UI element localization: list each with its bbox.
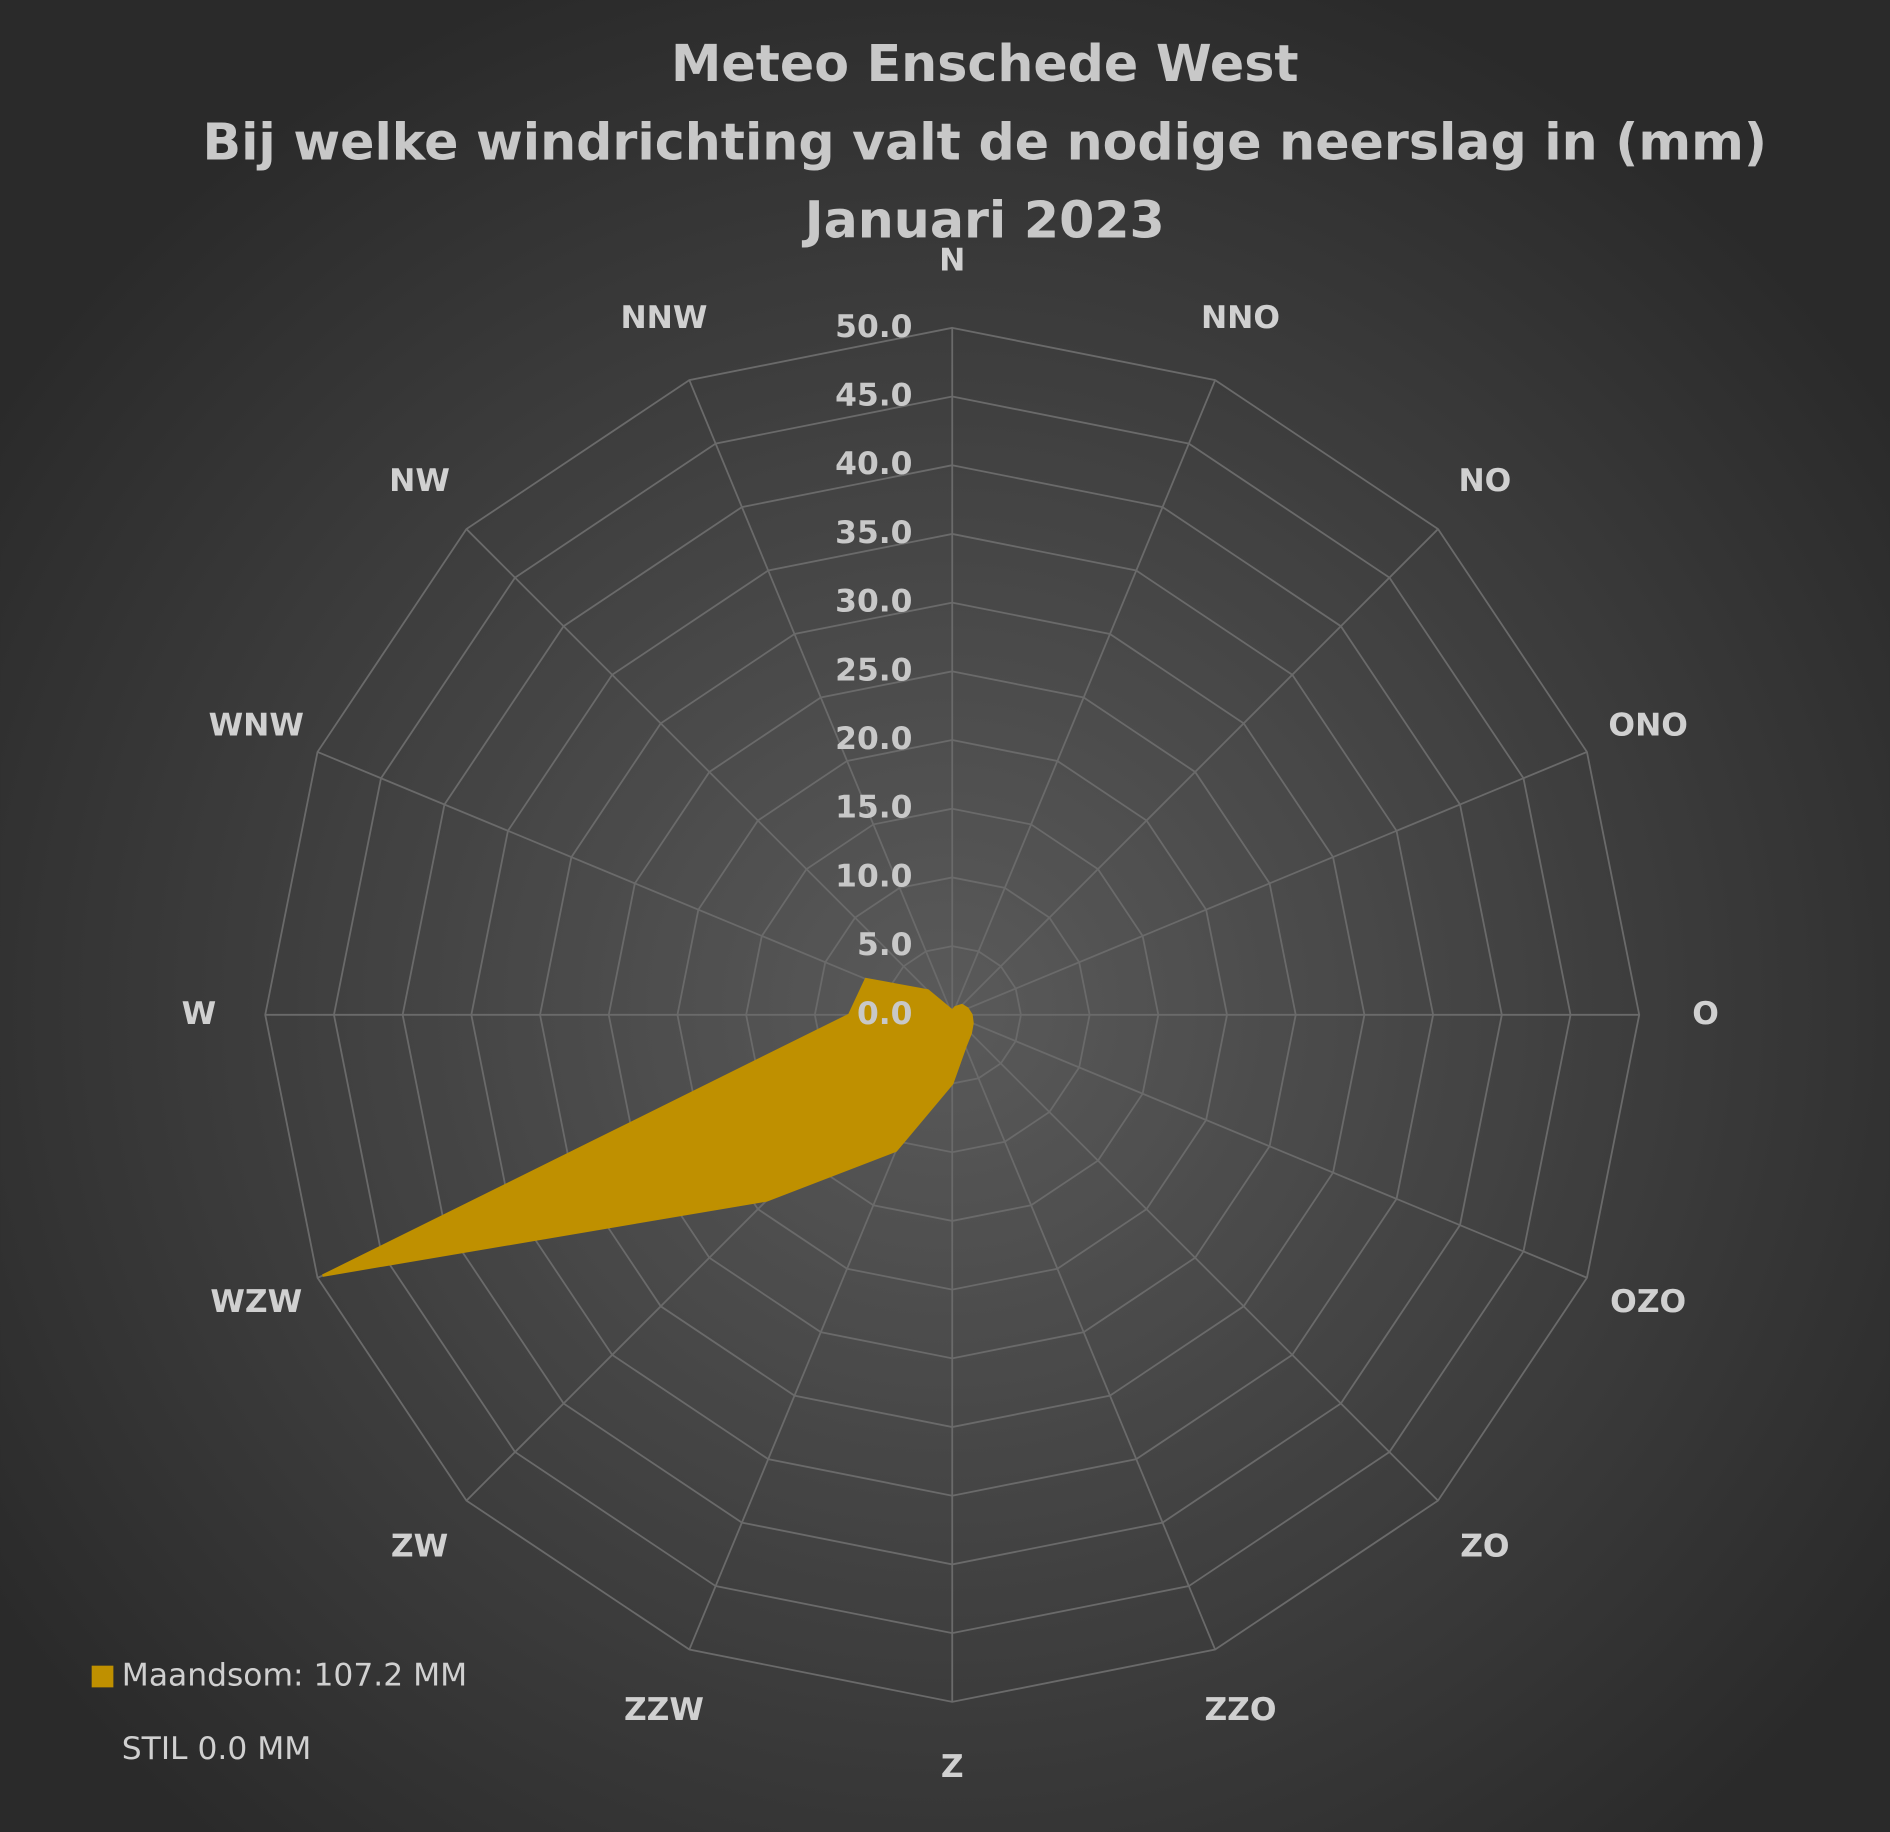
category-label: W — [182, 996, 217, 1032]
spoke — [951, 1013, 1588, 1279]
r-tick-label: 45.0 — [835, 378, 912, 414]
category-label: NO — [1458, 463, 1511, 499]
radar-area — [322, 977, 974, 1277]
category-label: WZW — [210, 1284, 302, 1320]
spoke — [951, 379, 1216, 1016]
spoke — [951, 528, 1439, 1016]
category-label: NNW — [620, 300, 707, 336]
category-label: ONO — [1608, 708, 1687, 744]
chart-title: Meteo Enschede West — [671, 34, 1299, 93]
category-label: ZW — [391, 1528, 448, 1564]
r-tick-label: 10.0 — [835, 858, 912, 894]
spoke — [951, 1014, 1439, 1502]
chart-title: Bij welke windrichting valt de nodige ne… — [203, 112, 1768, 171]
spoke — [951, 751, 1588, 1016]
r-tick-label: 0.0 — [857, 996, 913, 1032]
r-tick-label: 40.0 — [835, 446, 912, 482]
category-label: ZZW — [624, 1692, 704, 1728]
spoke — [951, 1014, 1216, 1650]
legend-swatch — [91, 1665, 114, 1688]
annotation: STIL 0.0 MM — [122, 1731, 312, 1767]
spoke — [465, 528, 953, 1016]
r-tick-label: 20.0 — [835, 721, 912, 757]
r-tick-label: 30.0 — [835, 584, 912, 620]
category-label: NW — [389, 463, 450, 499]
category-label: ZZO — [1204, 1692, 1276, 1728]
category-label: N — [939, 243, 965, 279]
legend-label: Maandsom: 107.2 MM — [122, 1658, 467, 1694]
r-tick-label: 5.0 — [857, 927, 913, 963]
spoke — [317, 751, 953, 1016]
spoke — [688, 379, 954, 1016]
chart-title: Januari 2023 — [802, 191, 1165, 250]
category-label: O — [1692, 996, 1719, 1032]
r-tick-label: 50.0 — [835, 309, 912, 345]
category-label: ZO — [1460, 1528, 1509, 1564]
category-label: OZO — [1610, 1284, 1686, 1320]
r-tick-label: 15.0 — [835, 790, 912, 826]
category-label: NNO — [1201, 300, 1280, 336]
category-label: Z — [941, 1749, 964, 1785]
r-tick-label: 35.0 — [835, 515, 912, 551]
category-label: WNW — [209, 708, 304, 744]
plot — [322, 977, 974, 1277]
r-tick-label: 25.0 — [835, 652, 912, 688]
